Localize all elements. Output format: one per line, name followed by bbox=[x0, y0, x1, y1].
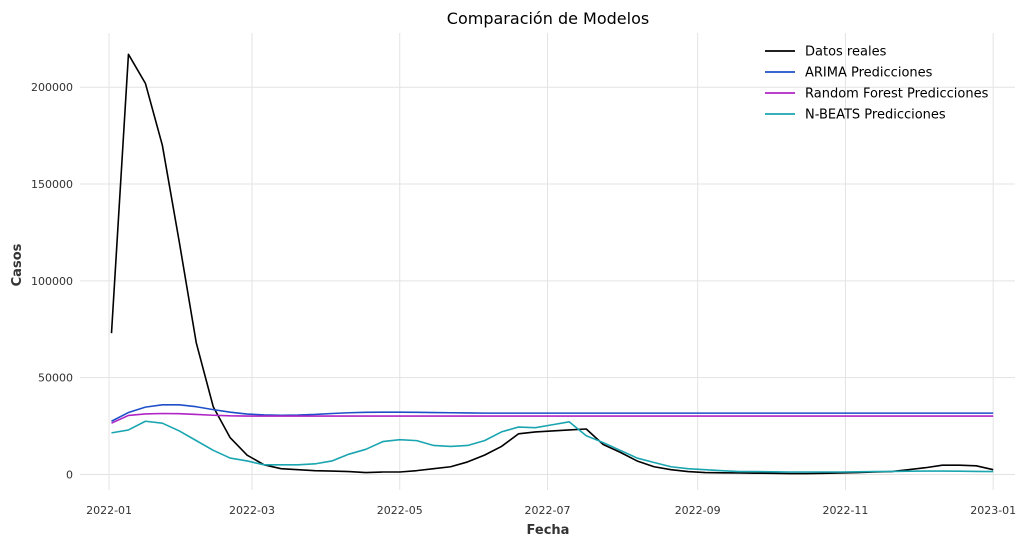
legend-label-random-forest-predicciones: Random Forest Predicciones bbox=[805, 87, 989, 102]
y-tick-label: 150000 bbox=[31, 178, 73, 191]
x-axis-label: Fecha bbox=[527, 523, 570, 538]
chart-title: Comparación de Modelos bbox=[447, 9, 649, 28]
legend-label-arima-predicciones: ARIMA Predicciones bbox=[805, 66, 933, 81]
y-axis-ticks: 0 50000 100000 150000 200000 bbox=[31, 81, 73, 481]
legend-label-datos-reales: Datos reales bbox=[805, 45, 887, 60]
y-tick-label: 200000 bbox=[31, 81, 73, 94]
series-line-arima-predicciones bbox=[111, 403, 994, 422]
series-line-datos-reales bbox=[110, 53, 994, 475]
legend-label-n-beats-predicciones: N-BEATS Predicciones bbox=[805, 108, 946, 123]
x-tick-label: 2022-03 bbox=[229, 504, 275, 517]
y-tick-label: 0 bbox=[66, 469, 73, 482]
series-lines bbox=[110, 53, 994, 475]
grid bbox=[80, 33, 1015, 490]
y-tick-label: 100000 bbox=[31, 275, 73, 288]
x-tick-label: 2022-11 bbox=[822, 504, 868, 517]
series-line-n-beats-predicciones bbox=[111, 420, 994, 473]
x-axis-ticks: 2022-01 2022-03 2022-05 2022-07 2022-09 2022-… bbox=[86, 504, 1016, 517]
legend: Datos reales ARIMA Predicciones Random For… bbox=[765, 45, 989, 123]
x-tick-label: 2022-07 bbox=[525, 504, 571, 517]
x-tick-label: 2022-09 bbox=[675, 504, 721, 517]
y-tick-label: 50000 bbox=[38, 372, 73, 385]
series-line-random-forest-predicciones bbox=[111, 412, 994, 424]
x-tick-label: 2022-01 bbox=[86, 504, 132, 517]
x-tick-label: 2022-05 bbox=[377, 504, 423, 517]
y-axis-label: Casos bbox=[10, 243, 25, 286]
x-tick-label: 2023-01 bbox=[970, 504, 1016, 517]
